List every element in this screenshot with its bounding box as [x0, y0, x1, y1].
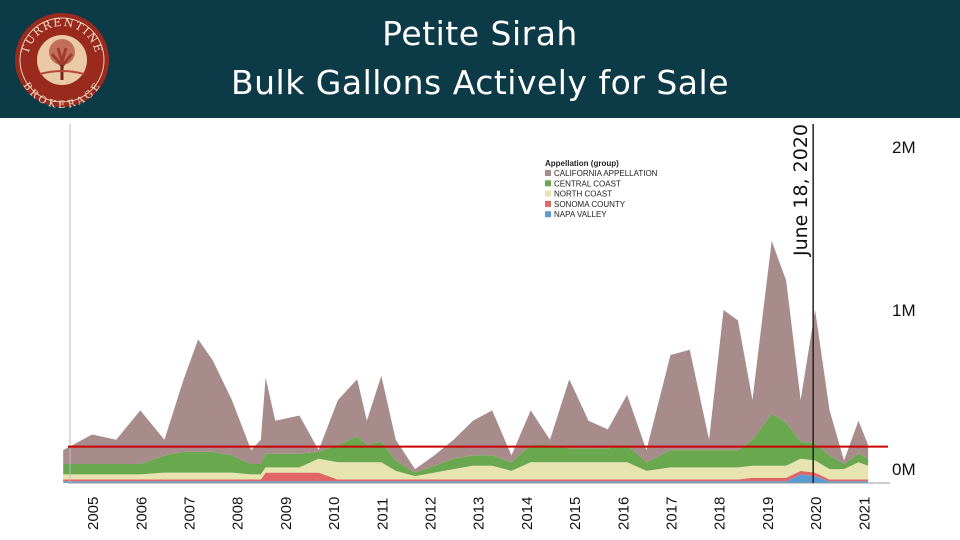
- header-banner: TURRENTINE BROKERAGE Petite Sirah Bulk G…: [0, 0, 960, 118]
- x-tick-label: 2019: [760, 497, 777, 530]
- x-tick-label: 2007: [182, 497, 199, 530]
- x-tick-label: 2011: [374, 498, 391, 530]
- x-tick-label: 2016: [615, 497, 632, 530]
- legend-title: Appellation (group): [545, 159, 619, 168]
- x-tick-label: 2015: [567, 497, 584, 530]
- legend-item: NAPA VALLEY: [554, 210, 607, 219]
- area-sonoma-county: [63, 470, 869, 482]
- legend-swatch: [545, 211, 551, 218]
- legend-item: SONOMA COUNTY: [554, 200, 626, 209]
- title-line-1: Petite Sirah: [382, 14, 578, 53]
- x-tick-label: 2018: [712, 497, 729, 530]
- x-tick-label: 2005: [85, 497, 102, 530]
- legend-swatch: [545, 170, 551, 176]
- annotation-label: June 18, 2020: [790, 124, 812, 257]
- x-tick-label: 2010: [326, 497, 343, 530]
- legend-item: CALIFORNIA APPELLATION: [554, 169, 658, 178]
- legend: Appellation (group) CALIFORNIA APPELLATI…: [545, 159, 658, 219]
- legend-item: NORTH COAST: [554, 190, 612, 199]
- x-tick-label: 2008: [230, 497, 247, 530]
- legend-swatch: [545, 190, 551, 197]
- area-central-coast: [63, 413, 869, 477]
- legend-swatch: [545, 180, 551, 187]
- turrentine-logo: TURRENTINE BROKERAGE: [15, 13, 109, 108]
- area-north-coast: [63, 458, 869, 480]
- legend-item: CENTRAL COAST: [554, 179, 621, 188]
- stacked-area-chart: 2005 2006 2007 2008 2009 2010 2011 2012 2013 2014…: [63, 124, 916, 530]
- x-tick-label: 2009: [278, 497, 295, 530]
- area-california-appellation: [63, 240, 869, 473]
- legend-swatch: [545, 200, 551, 207]
- x-tick-label: 2014: [519, 497, 536, 530]
- y-tick-label: 1M: [892, 301, 916, 320]
- x-tick-label: 2012: [423, 497, 440, 530]
- x-tick-label: 2017: [664, 497, 681, 530]
- y-tick-label: 2M: [892, 138, 916, 157]
- x-tick-label: 2021: [856, 497, 873, 530]
- y-tick-label: 0M: [892, 460, 916, 479]
- x-tick-label: 2013: [471, 497, 488, 530]
- x-tick-label: 2006: [133, 497, 150, 530]
- title-line-2: Bulk Gallons Actively for Sale: [230, 63, 729, 102]
- x-tick-label: 2020: [808, 497, 825, 530]
